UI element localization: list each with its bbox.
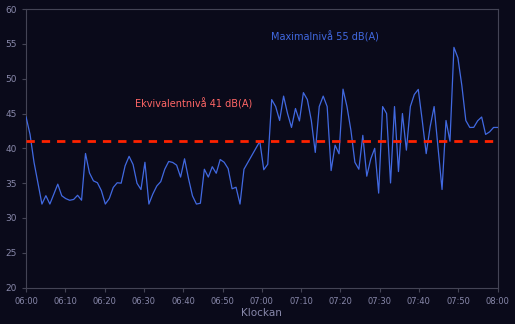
Text: Ekvivalentnivå 41 dB(A): Ekvivalentnivå 41 dB(A) — [134, 98, 252, 110]
Text: Maximalnivå 55 dB(A): Maximalnivå 55 dB(A) — [271, 31, 379, 43]
X-axis label: Klockan: Klockan — [242, 308, 282, 318]
